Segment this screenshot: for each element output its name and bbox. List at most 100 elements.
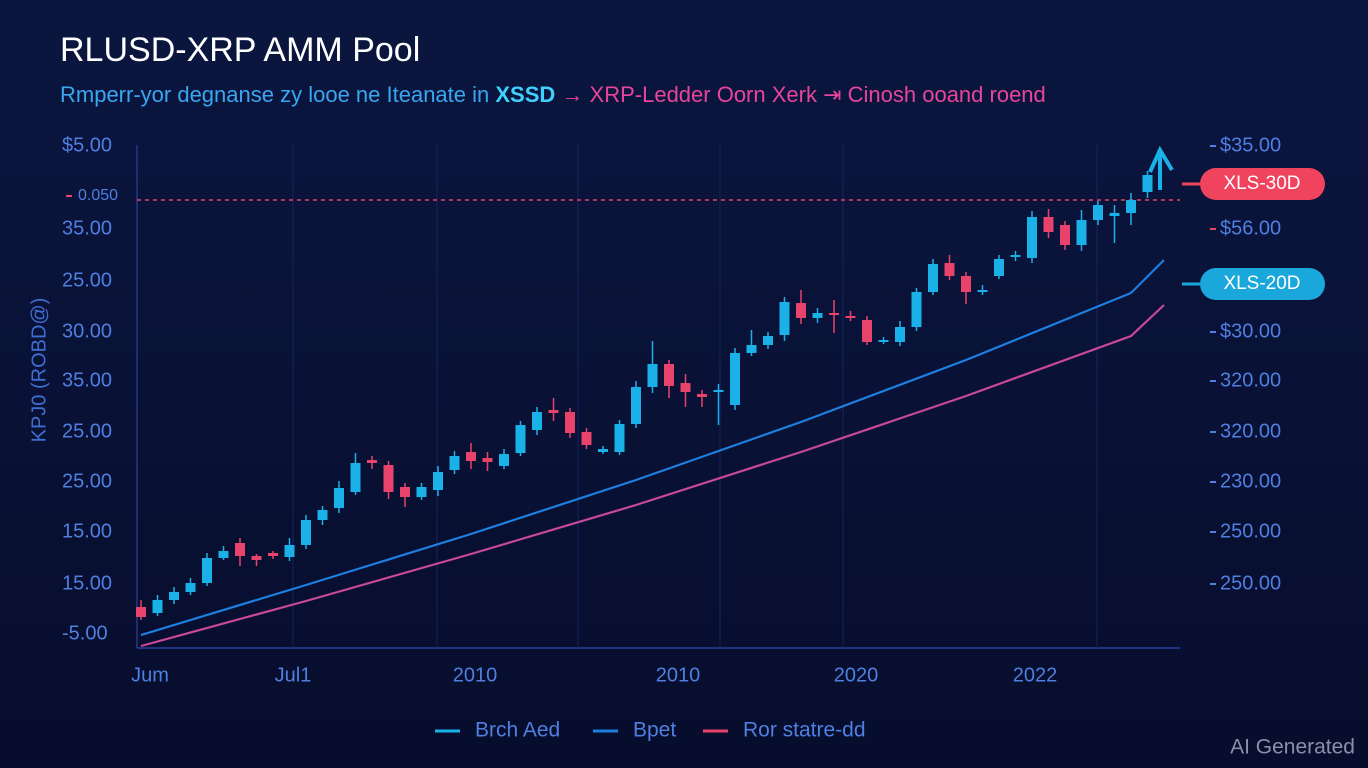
- annotation-pill: [1200, 268, 1325, 300]
- candle-body: [466, 452, 476, 461]
- legend-label: Ror statre-dd: [743, 719, 866, 742]
- candle-body: [911, 292, 922, 327]
- y-tick-label: -5.00: [62, 622, 108, 644]
- y-tick-label: 15.00: [62, 520, 112, 542]
- x-tick-label: Jul1: [275, 664, 312, 686]
- candle-body: [169, 592, 179, 600]
- y2-tick-label: $30.00: [1220, 320, 1281, 342]
- candle-body: [631, 387, 641, 424]
- candle-body: [961, 276, 971, 292]
- candle-body: [614, 424, 625, 452]
- y-tick-label: 15.00: [62, 572, 112, 594]
- y-tick-label: 30.00: [62, 320, 112, 342]
- y2-tick-label: $35.00: [1220, 134, 1281, 156]
- candle-body: [1076, 220, 1087, 245]
- line-series: [140, 259, 1165, 637]
- x-tick-label: 2020: [834, 664, 879, 686]
- candle-body: [1060, 225, 1070, 245]
- y2-tick-label: 320.00: [1220, 369, 1281, 391]
- candle-body: [763, 336, 773, 345]
- candle-body: [202, 558, 212, 583]
- candle-body: [1093, 205, 1103, 220]
- candle-body: [301, 520, 311, 545]
- candle-body: [1142, 175, 1153, 192]
- legend-label: Brch Aed: [475, 719, 560, 742]
- watermark: AI Generated: [1230, 736, 1355, 759]
- candle-body: [499, 454, 509, 466]
- x-tick-label: 2010: [656, 664, 701, 686]
- candle-body: [713, 390, 724, 392]
- candle-body: [334, 488, 344, 508]
- candle-body: [284, 545, 295, 557]
- candle-body: [482, 458, 493, 462]
- candle-body: [598, 449, 608, 452]
- legend-label: Bpet: [633, 719, 676, 742]
- candle-body: [944, 263, 955, 276]
- candle-body: [977, 290, 988, 292]
- candle-body: [928, 264, 938, 292]
- candle-body: [862, 320, 872, 342]
- subtitle-part: Rmperr-yor degnanse zy looe ne Iteanate …: [60, 82, 489, 107]
- y2-tick-label: 320.00: [1220, 420, 1281, 442]
- candle-body: [268, 553, 278, 556]
- candle-body: [664, 364, 674, 386]
- candle-body: [1126, 200, 1136, 213]
- candle-body: [152, 600, 163, 613]
- candle-body: [433, 472, 443, 490]
- candle-body: [1027, 217, 1037, 258]
- x-tick-label: 2022: [1013, 664, 1058, 686]
- line-series: [140, 304, 1165, 648]
- candle-body: [779, 302, 790, 335]
- candle-body: [317, 510, 328, 520]
- candle-body: [416, 487, 427, 497]
- subtitle-part: XSSD: [495, 82, 555, 107]
- y-tick-label: 25.00: [62, 269, 112, 291]
- annotation-text: XLS-30D: [1223, 173, 1300, 194]
- candle-body: [400, 487, 410, 497]
- y2-tick-label: 250.00: [1220, 520, 1281, 542]
- y2-tick-label: $56.00: [1220, 217, 1281, 239]
- y-axis-label: KPJ0 (ROBD@): [28, 298, 50, 443]
- candle-body: [581, 432, 592, 445]
- chart-subtitle: Rmperr-yor degnanse zy looe ne Iteanate …: [60, 82, 1046, 107]
- candle-body: [136, 607, 146, 617]
- candle-body: [565, 412, 575, 433]
- candle-body: [680, 383, 691, 392]
- y-tick-label: 25.00: [62, 420, 112, 442]
- candle-body: [449, 456, 460, 470]
- candle-body: [235, 543, 245, 556]
- candle-body: [1043, 217, 1054, 232]
- candle-body: [746, 345, 757, 353]
- chart-title: RLUSD-XRP AMM Pool: [60, 31, 420, 69]
- candle-body: [1109, 213, 1120, 216]
- y-tick-label: 25.00: [62, 470, 112, 492]
- candle-body: [812, 313, 823, 318]
- y-tick-label: 35.00: [62, 369, 112, 391]
- annotation-text: XLS-20D: [1223, 273, 1300, 294]
- reference-label: 0.050: [78, 187, 118, 204]
- candle-body: [647, 364, 658, 387]
- candle-body: [548, 410, 559, 413]
- candle-body: [845, 316, 856, 318]
- candle-body: [878, 340, 889, 342]
- y-tick-label: $5.00: [62, 134, 112, 156]
- candle-body: [367, 460, 377, 463]
- candle-body: [697, 394, 707, 397]
- y2-tick-label: 250.00: [1220, 572, 1281, 594]
- candle-body: [185, 583, 196, 592]
- subtitle-part: → XRP-Ledder Oorn Xerk ⇥ Cinosh ooand ro…: [561, 82, 1045, 107]
- candle-body: [251, 556, 262, 560]
- candle-body: [895, 327, 905, 342]
- trend-arrow: [1148, 145, 1174, 190]
- candle-body: [994, 259, 1004, 276]
- candle-body: [350, 463, 361, 492]
- candle-body: [383, 465, 394, 492]
- x-tick-label: Jum: [131, 664, 169, 686]
- candle-body: [829, 313, 839, 315]
- candle-body: [1010, 255, 1021, 257]
- candle-body: [532, 412, 542, 430]
- y-tick-label: 35.00: [62, 217, 112, 239]
- annotation-pill: [1200, 168, 1325, 200]
